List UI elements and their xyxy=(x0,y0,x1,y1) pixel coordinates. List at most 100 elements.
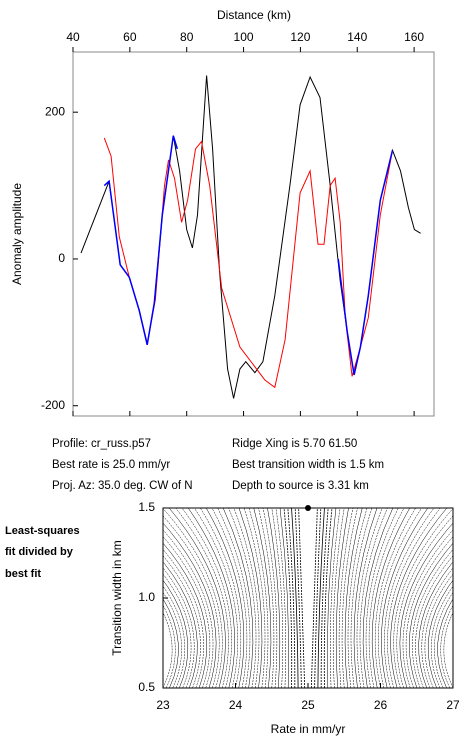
y-tick-label: 1.5 xyxy=(138,500,155,514)
contour-line xyxy=(194,508,238,688)
info-text: Best transition width is 1.5 km xyxy=(232,459,384,471)
x-tick-label: 27 xyxy=(446,698,460,712)
x-tick-label: 100 xyxy=(234,30,254,44)
contour-line xyxy=(175,508,229,688)
contour-line xyxy=(330,508,341,688)
contour-line xyxy=(332,508,345,688)
contour-line xyxy=(341,508,358,688)
contour-line xyxy=(390,508,448,688)
contour-line xyxy=(279,508,289,688)
y-tick-label: 0 xyxy=(58,251,65,265)
contour-line xyxy=(409,542,453,688)
contour-line xyxy=(374,508,416,688)
contour-line xyxy=(181,508,232,688)
contour-line xyxy=(253,508,272,688)
contour-line xyxy=(163,585,185,688)
contour-line xyxy=(381,508,428,688)
contour-line xyxy=(344,508,363,688)
contour-line xyxy=(163,579,189,688)
x-axis-title: Distance (km) xyxy=(217,8,291,22)
contour-line xyxy=(262,508,278,688)
contour-line xyxy=(402,529,453,688)
contour-line xyxy=(323,508,333,688)
contour-line xyxy=(163,508,223,688)
contour-line xyxy=(437,598,453,688)
contour-line xyxy=(347,508,368,688)
contour-line xyxy=(228,508,257,688)
contour-line xyxy=(163,522,217,688)
contour-line xyxy=(163,536,211,688)
contour-line xyxy=(298,508,306,688)
contour-line xyxy=(396,515,453,688)
series-line xyxy=(80,75,421,399)
bottom-frame xyxy=(162,507,454,689)
note: fit divided by xyxy=(5,546,74,558)
contour-line xyxy=(222,508,254,688)
contour-line xyxy=(238,508,263,688)
contour-line xyxy=(384,508,435,688)
contour-line xyxy=(163,515,220,688)
contour-line xyxy=(393,508,453,688)
contour-line xyxy=(206,508,245,688)
x-tick-label: 120 xyxy=(290,30,310,44)
x-tick-label: 40 xyxy=(66,30,80,44)
contour-line xyxy=(233,508,260,688)
contour-line xyxy=(327,508,337,688)
contour-line xyxy=(387,508,441,688)
y-tick-label: 1.0 xyxy=(138,590,155,604)
contour-line xyxy=(168,508,226,688)
contour-line xyxy=(443,612,453,688)
contour-line xyxy=(163,573,192,688)
y-tick-label: 200 xyxy=(45,104,65,118)
y-axis-title: Anomaly amplitude xyxy=(10,183,24,285)
y-tick-label: -200 xyxy=(41,398,65,412)
contour-line xyxy=(335,508,349,688)
x-axis-title: Rate in mm/yr xyxy=(271,722,346,736)
contour-line xyxy=(217,508,251,688)
contour-line xyxy=(418,561,453,688)
contour-line xyxy=(243,508,266,688)
x-tick-label: 26 xyxy=(374,698,388,712)
contour-line xyxy=(163,598,179,688)
contour-line xyxy=(314,508,322,688)
note: Least-squares xyxy=(5,525,80,537)
info-text: Ridge Xing is 5.70 61.50 xyxy=(232,438,357,450)
note: best fit xyxy=(5,568,41,580)
x-tick-label: 25 xyxy=(301,698,315,712)
contour-line xyxy=(405,536,453,688)
contour-line xyxy=(287,508,296,688)
x-tick-label: 23 xyxy=(156,698,170,712)
contour-line xyxy=(399,522,453,688)
contour-line xyxy=(356,508,383,688)
contour-line xyxy=(258,508,275,688)
contour-line xyxy=(248,508,269,688)
contour-line xyxy=(163,542,207,688)
contour-line xyxy=(431,585,453,688)
contour-line xyxy=(267,508,281,688)
contour-line xyxy=(378,508,422,688)
contour-line xyxy=(440,605,453,688)
contour-line xyxy=(353,508,378,688)
contour-line xyxy=(424,573,453,688)
contour-line xyxy=(412,549,453,688)
x-tick-label: 80 xyxy=(180,30,194,44)
contour-line xyxy=(362,508,394,688)
contour-line xyxy=(310,508,318,688)
contour-line xyxy=(163,561,198,688)
contour-line xyxy=(163,529,214,688)
x-tick-label: 160 xyxy=(404,30,424,44)
top-frame xyxy=(72,51,435,417)
info-text: Depth to source is 3.31 km xyxy=(232,480,369,492)
contour-line xyxy=(427,579,453,688)
contour-line xyxy=(163,549,204,688)
y-tick-label: 0.5 xyxy=(138,680,155,694)
contour-line xyxy=(211,508,248,688)
contour-line xyxy=(163,555,201,688)
contour-line xyxy=(338,508,354,688)
series-line xyxy=(103,135,394,376)
contour-line xyxy=(359,508,388,688)
series-line xyxy=(103,137,393,389)
info-text: Profile: cr_russ.p57 xyxy=(52,438,151,450)
contour-line xyxy=(163,612,173,688)
